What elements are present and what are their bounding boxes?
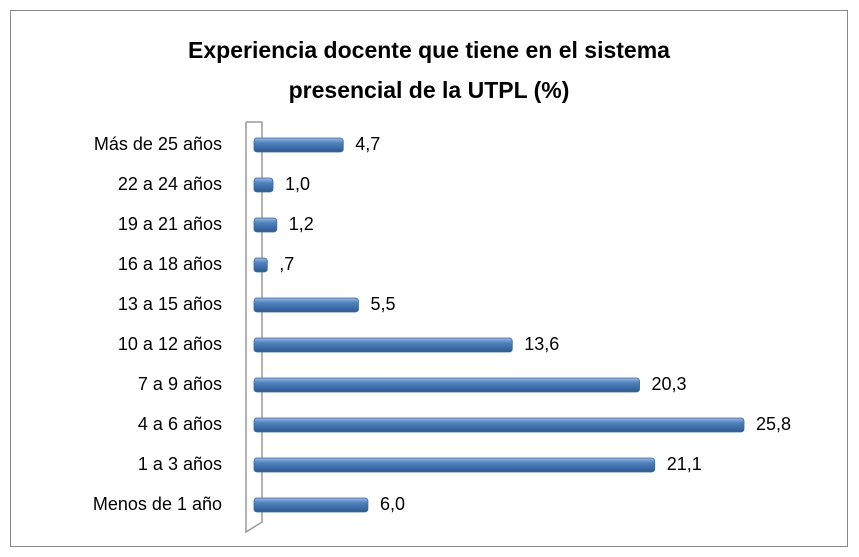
y-tick-label: 13 a 15 años <box>118 294 222 314</box>
chart-title: Experiencia docente que tiene en el sist… <box>188 37 670 103</box>
y-tick-label: Más de 25 años <box>94 134 222 154</box>
value-label: 1,0 <box>285 174 310 194</box>
bar <box>253 177 274 193</box>
value-label: ,7 <box>279 254 294 274</box>
y-tick-label: 16 a 18 años <box>118 254 222 274</box>
value-label: 4,7 <box>355 134 380 154</box>
bar <box>253 217 278 233</box>
bar <box>253 137 344 153</box>
y-tick-label: 1 a 3 años <box>138 454 222 474</box>
y-tick-label: 19 a 21 años <box>118 214 222 234</box>
y-tick-label: Menos de 1 año <box>93 494 222 514</box>
value-label: 5,5 <box>370 294 395 314</box>
bar <box>253 497 369 513</box>
chart-border <box>10 10 848 547</box>
value-label: 20,3 <box>652 374 687 394</box>
bar <box>253 337 513 353</box>
value-label: 25,8 <box>756 414 791 434</box>
value-label: 21,1 <box>667 454 702 474</box>
bar <box>253 417 745 433</box>
bar <box>253 457 656 473</box>
bar <box>253 377 640 393</box>
bar <box>253 297 359 313</box>
value-label: 13,6 <box>524 334 559 354</box>
axis-wall <box>245 121 263 534</box>
y-tick-label: 22 a 24 años <box>118 174 222 194</box>
y-tick-label: 4 a 6 años <box>138 414 222 434</box>
bar <box>253 257 268 273</box>
y-tick-label: 10 a 12 años <box>118 334 222 354</box>
value-label: 6,0 <box>380 494 405 514</box>
y-tick-label: 7 a 9 años <box>138 374 222 394</box>
value-label: 1,2 <box>289 214 314 234</box>
